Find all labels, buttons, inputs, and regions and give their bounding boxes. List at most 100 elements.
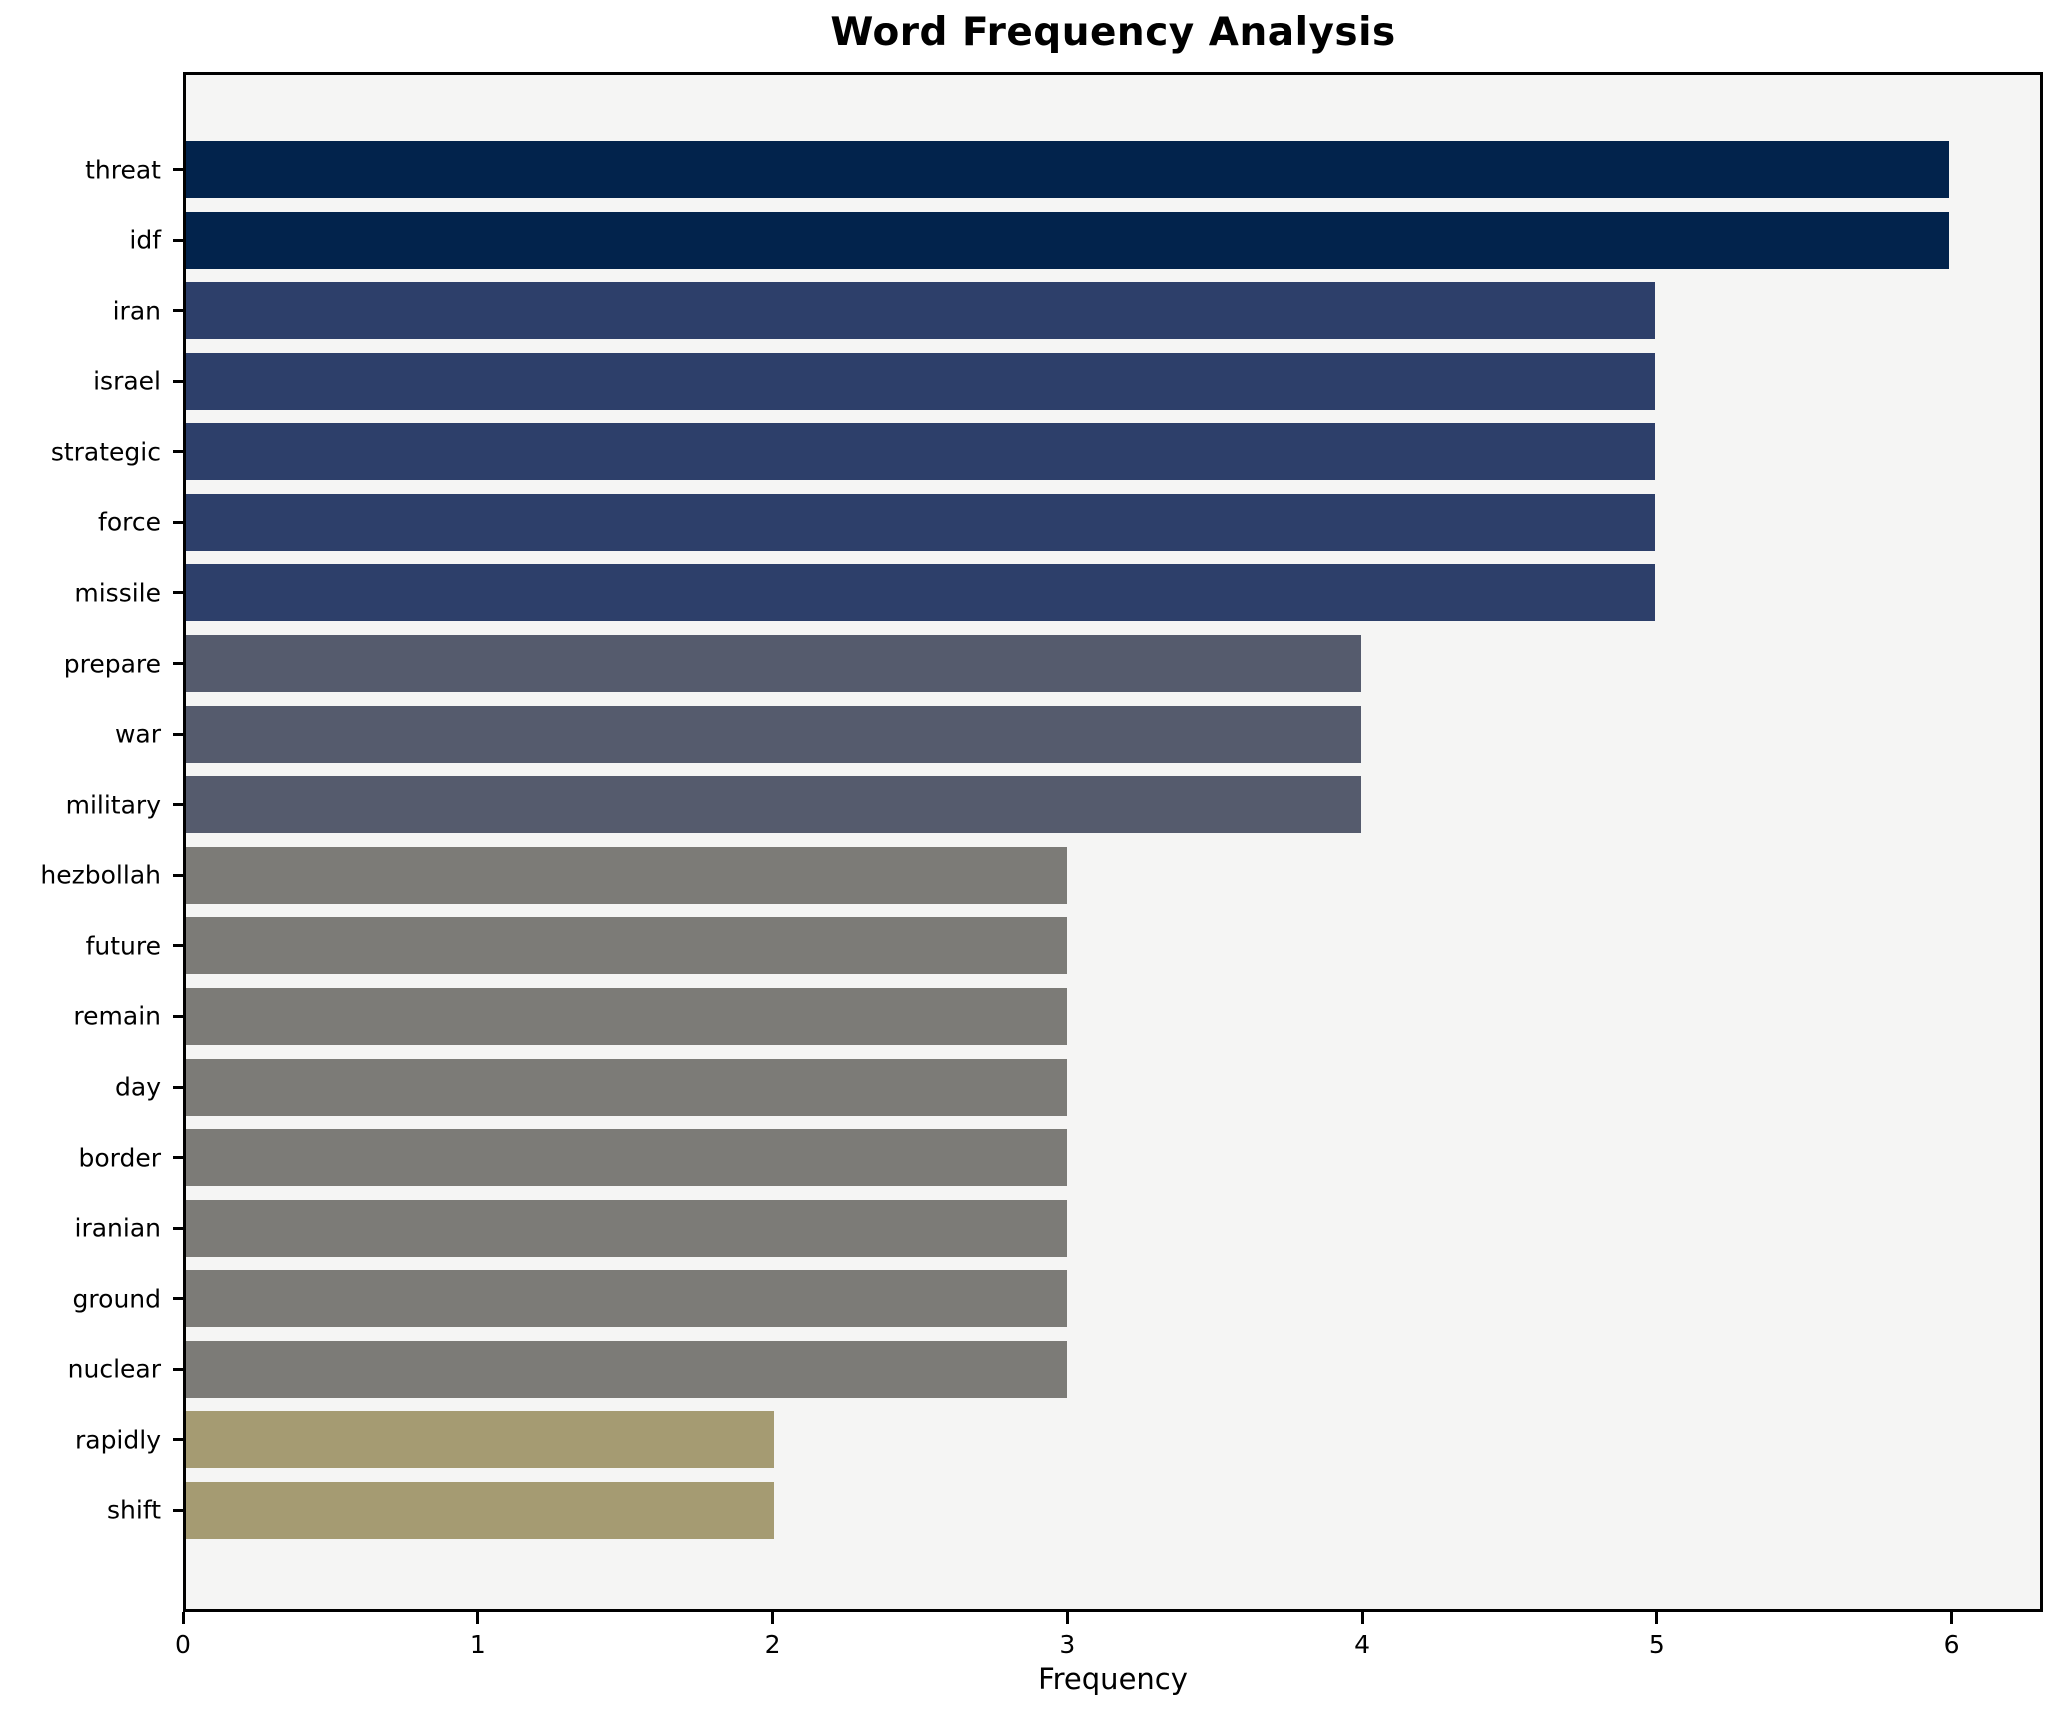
x-tick-label: 3 (1059, 1630, 1076, 1659)
y-tick-label: remain (73, 1001, 161, 1031)
bar (186, 987, 1068, 1045)
bar-row: rapidly (75, 1411, 2040, 1469)
bar (186, 705, 1362, 763)
y-tick-label: border (78, 1143, 161, 1173)
y-tick-mark (173, 732, 186, 736)
y-tick-label: idf (129, 225, 161, 255)
y-tick-label: strategic (50, 437, 161, 467)
x-tick-mark (1065, 1612, 1069, 1624)
x-tick-label: 0 (175, 1630, 191, 1659)
bar-row: prepare (64, 635, 2040, 693)
bar (186, 141, 1949, 198)
bar-row: force (98, 493, 2040, 551)
bar-row: ground (73, 1270, 2040, 1328)
bar (186, 1058, 1068, 1116)
bar-row: border (78, 1129, 2040, 1187)
plot-area: threat idf iran israel strategic force missile… (40, 72, 2043, 1612)
bar-row: hezbollah (40, 846, 2040, 904)
y-tick-mark (173, 1226, 186, 1230)
bar-row: israel (93, 352, 2040, 410)
bar (186, 1129, 1068, 1187)
y-tick-label: hezbollah (40, 860, 161, 890)
y-tick-mark (173, 873, 186, 877)
bar-row: military (66, 776, 2040, 834)
y-tick-label: military (65, 790, 161, 820)
x-tick-label: 4 (1354, 1630, 1371, 1659)
bar-row: threat (85, 141, 2040, 198)
y-tick-label: prepare (63, 649, 161, 679)
bar-row: strategic (51, 423, 2040, 481)
y-tick-mark (173, 1156, 186, 1160)
y-tick-mark (173, 520, 186, 524)
bar (186, 282, 1656, 340)
y-tick-mark (173, 168, 186, 171)
y-tick-mark (173, 1367, 186, 1371)
bar (186, 1481, 774, 1539)
bar-row: idf (129, 211, 2040, 269)
y-tick-label: ground (72, 1284, 161, 1314)
y-tick-label: israel (93, 366, 161, 396)
x-tick-mark (181, 1612, 185, 1624)
y-tick-label: missile (74, 578, 161, 608)
y-tick-mark (173, 1508, 186, 1512)
y-tick-mark (173, 1438, 186, 1442)
x-axis-label: Frequency (1038, 1662, 1188, 1696)
y-tick-label: iranian (74, 1213, 162, 1243)
y-tick-label: future (85, 931, 161, 961)
x-tick-mark (476, 1612, 480, 1624)
y-tick-mark (173, 238, 186, 242)
bar-rows-container: threat idf iran israel strategic force missile… (40, 75, 2040, 1609)
bar-row: missile (74, 564, 2040, 622)
bar-row: shift (107, 1481, 2040, 1539)
y-tick-mark (173, 379, 186, 383)
y-tick-label: nuclear (67, 1354, 161, 1384)
x-tick-mark (1655, 1612, 1659, 1624)
bar (186, 1411, 774, 1469)
y-tick-mark (173, 1297, 186, 1301)
bar (186, 635, 1362, 693)
bar-row: iranian (75, 1199, 2040, 1257)
bar (186, 917, 1068, 975)
y-tick-mark (173, 591, 186, 595)
bar (186, 211, 1949, 269)
bar (186, 352, 1656, 410)
bar (186, 564, 1656, 622)
x-tick-label: 5 (1648, 1630, 1665, 1659)
chart-title: Word Frequency Analysis (830, 10, 1396, 55)
bar-row: war (115, 705, 2040, 763)
x-axis: 0 1 2 3 4 5 6 (175, 1612, 2043, 1692)
y-tick-label: war (114, 719, 161, 749)
y-tick-label: day (115, 1072, 161, 1102)
bar (186, 1270, 1068, 1328)
x-tick-mark (1360, 1612, 1364, 1624)
bar (186, 1340, 1068, 1398)
y-tick-mark (173, 1014, 186, 1018)
y-tick-mark (173, 944, 186, 948)
x-tick-mark (771, 1612, 775, 1624)
bar (186, 846, 1068, 904)
bar (186, 776, 1362, 834)
y-tick-label: threat (85, 155, 161, 184)
y-tick-mark (173, 309, 186, 313)
y-tick-label: force (98, 507, 161, 537)
bar (186, 1199, 1068, 1257)
x-tick-label: 1 (469, 1630, 486, 1659)
bar-row: nuclear (68, 1340, 2040, 1398)
x-tick-label: 2 (764, 1630, 781, 1659)
x-tick-label: 6 (1943, 1630, 1960, 1659)
y-tick-label: rapidly (74, 1425, 161, 1455)
y-tick-mark (173, 803, 186, 807)
bar-row: day (115, 1058, 2040, 1116)
x-tick-mark (1950, 1612, 1954, 1624)
y-tick-mark (173, 450, 186, 454)
y-tick-label: iran (112, 296, 161, 326)
bar (186, 423, 1656, 481)
bar (186, 493, 1656, 551)
y-tick-mark (173, 662, 186, 666)
y-tick-label: shift (107, 1495, 161, 1525)
bar-row: future (86, 917, 2040, 975)
bar-row: iran (113, 282, 2040, 340)
bar-row: remain (73, 987, 2040, 1045)
y-tick-mark (173, 1085, 186, 1089)
